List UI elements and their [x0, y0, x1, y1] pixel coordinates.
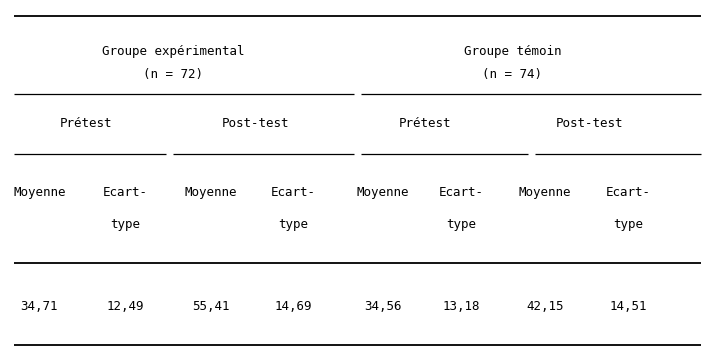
Text: Prétest: Prétest: [59, 118, 112, 130]
Text: (n = 74): (n = 74): [483, 68, 542, 81]
Text: Ecart-: Ecart-: [439, 187, 483, 199]
Text: Groupe expérimental: Groupe expérimental: [102, 45, 245, 58]
Text: 12,49: 12,49: [107, 300, 144, 313]
Text: 14,51: 14,51: [609, 300, 646, 313]
Text: Prétest: Prétest: [399, 118, 452, 130]
Text: 14,69: 14,69: [275, 300, 312, 313]
Text: Ecart-: Ecart-: [606, 187, 650, 199]
Text: type: type: [613, 218, 643, 231]
Text: Moyenne: Moyenne: [13, 187, 66, 199]
Text: type: type: [278, 218, 308, 231]
Text: Moyenne: Moyenne: [518, 187, 571, 199]
Text: 55,41: 55,41: [192, 300, 230, 313]
Text: 42,15: 42,15: [526, 300, 563, 313]
Text: Post-test: Post-test: [556, 118, 623, 130]
Text: Ecart-: Ecart-: [271, 187, 315, 199]
Text: Moyenne: Moyenne: [356, 187, 409, 199]
Text: (n = 72): (n = 72): [144, 68, 203, 81]
Text: 13,18: 13,18: [443, 300, 480, 313]
Text: 34,71: 34,71: [21, 300, 58, 313]
Text: Groupe témoin: Groupe témoin: [463, 45, 561, 58]
Text: Moyenne: Moyenne: [184, 187, 237, 199]
Text: type: type: [110, 218, 140, 231]
Text: 34,56: 34,56: [364, 300, 401, 313]
Text: type: type: [446, 218, 476, 231]
Text: Ecart-: Ecart-: [103, 187, 147, 199]
Text: Post-test: Post-test: [222, 118, 290, 130]
